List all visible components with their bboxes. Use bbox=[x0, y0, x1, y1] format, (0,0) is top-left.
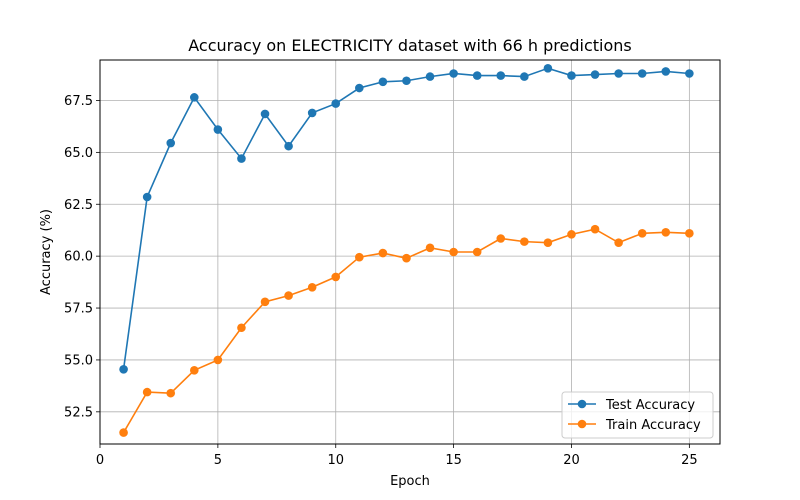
data-point-test-accuracy bbox=[260, 109, 270, 119]
data-point-test-accuracy bbox=[661, 67, 671, 76]
x-tick-label: 5 bbox=[214, 453, 222, 468]
legend-label-test: Test Accuracy bbox=[605, 398, 695, 413]
y-tick-label: 67.5 bbox=[64, 94, 93, 109]
data-point-test-accuracy bbox=[284, 141, 293, 151]
data-point-train-accuracy bbox=[284, 291, 293, 300]
data-point-train-accuracy bbox=[355, 252, 364, 262]
data-point-test-accuracy bbox=[637, 69, 647, 78]
grid-lines bbox=[99, 60, 720, 444]
data-point-train-accuracy bbox=[543, 238, 553, 247]
data-point-train-accuracy bbox=[637, 229, 647, 238]
data-point-train-accuracy bbox=[378, 248, 388, 258]
data-point-test-accuracy bbox=[472, 71, 482, 80]
data-point-test-accuracy bbox=[567, 71, 576, 80]
data-point-train-accuracy bbox=[590, 224, 600, 234]
axis-ticks: 0 5 10 15 20 25 52.5 55.0 57.5 60.0 62.5 65.0 67.5 bbox=[64, 94, 698, 468]
data-point-test-accuracy bbox=[142, 192, 152, 202]
data-point-train-accuracy bbox=[520, 237, 529, 246]
y-tick-label: 65.0 bbox=[64, 146, 93, 161]
x-tick-label: 15 bbox=[445, 453, 462, 468]
data-point-test-accuracy bbox=[402, 76, 411, 86]
data-point-train-accuracy bbox=[614, 238, 623, 247]
legend-box bbox=[561, 391, 714, 439]
legend-marker-train bbox=[577, 419, 587, 429]
data-point-train-accuracy bbox=[402, 253, 411, 263]
x-tick-label: 10 bbox=[327, 453, 344, 468]
data-point-test-accuracy bbox=[119, 364, 128, 374]
x-tick-label: 20 bbox=[563, 453, 580, 468]
data-point-train-accuracy bbox=[567, 230, 576, 239]
data-point-test-accuracy bbox=[590, 70, 600, 79]
y-tick-label: 62.5 bbox=[64, 198, 93, 213]
data-point-test-accuracy bbox=[307, 108, 317, 118]
data-point-test-accuracy bbox=[449, 69, 458, 78]
y-tick-label: 60.0 bbox=[64, 250, 93, 265]
data-point-train-accuracy bbox=[142, 387, 152, 397]
data-point-train-accuracy bbox=[189, 366, 199, 375]
data-point-test-accuracy bbox=[189, 93, 199, 102]
data-point-test-accuracy bbox=[378, 77, 388, 87]
data-point-train-accuracy bbox=[472, 247, 482, 257]
x-tick-label: 25 bbox=[681, 453, 698, 468]
data-point-test-accuracy bbox=[685, 69, 694, 78]
y-tick-label: 52.5 bbox=[64, 405, 93, 420]
data-point-train-accuracy bbox=[213, 355, 223, 365]
data-point-test-accuracy bbox=[520, 72, 529, 81]
data-point-train-accuracy bbox=[237, 323, 246, 333]
data-point-train-accuracy bbox=[331, 272, 341, 282]
data-point-train-accuracy bbox=[425, 243, 435, 253]
data-point-train-accuracy bbox=[166, 388, 176, 398]
legend-label-train: Train Accuracy bbox=[605, 418, 701, 433]
plot-frame bbox=[99, 59, 721, 445]
data-point-test-accuracy bbox=[166, 138, 176, 148]
data-point-train-accuracy bbox=[449, 247, 458, 257]
data-point-train-accuracy bbox=[685, 229, 694, 238]
x-axis-label: Epoch bbox=[390, 474, 430, 489]
chart-title: Accuracy on ELECTRICITY dataset with 66 … bbox=[188, 36, 631, 55]
series-line-test-accuracy bbox=[122, 67, 690, 370]
data-point-train-accuracy bbox=[119, 428, 128, 437]
legend: Test Accuracy Train Accuracy bbox=[561, 391, 714, 439]
data-point-train-accuracy bbox=[260, 297, 270, 307]
data-point-test-accuracy bbox=[331, 99, 341, 108]
data-point-train-accuracy bbox=[307, 282, 317, 292]
data-point-test-accuracy bbox=[496, 71, 506, 80]
y-tick-label: 55.0 bbox=[64, 353, 93, 368]
x-tick-label: 0 bbox=[96, 453, 104, 468]
data-point-test-accuracy bbox=[213, 125, 223, 134]
data-point-train-accuracy bbox=[496, 234, 506, 243]
series-layer bbox=[119, 64, 694, 437]
data-point-test-accuracy bbox=[614, 69, 623, 78]
y-tick-label: 57.5 bbox=[64, 302, 93, 317]
data-point-test-accuracy bbox=[237, 154, 246, 163]
legend-marker-test bbox=[577, 399, 587, 409]
data-point-test-accuracy bbox=[425, 72, 435, 81]
data-point-test-accuracy bbox=[355, 83, 364, 93]
y-axis-label: Accuracy (%) bbox=[39, 209, 54, 295]
data-point-train-accuracy bbox=[661, 227, 671, 237]
data-point-test-accuracy bbox=[543, 64, 553, 73]
